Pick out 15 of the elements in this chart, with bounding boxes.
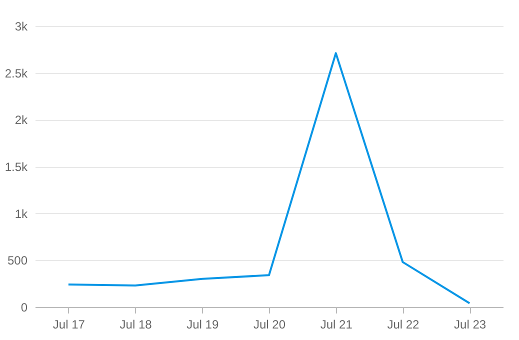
line-series [67, 52, 471, 304]
y-tick-label: 2.5k [4, 66, 28, 80]
x-tick-label: Jul 19 [186, 318, 219, 332]
y-tick-label: 3k [14, 20, 28, 34]
x-tick-label: Jul 20 [253, 318, 286, 332]
x-tick-label: Jul 18 [120, 318, 152, 332]
x-tick-label: Jul 21 [320, 318, 353, 332]
y-tick-label: 1.5k [4, 160, 28, 174]
x-tick-label: Jul 17 [52, 318, 86, 332]
y-tick-label: 500 [7, 254, 28, 268]
y-tick-label: 2k [14, 113, 28, 128]
y-tick-label: 1k [14, 206, 28, 221]
x-tick-label: Jul 22 [387, 318, 420, 332]
x-tick-label: Jul 23 [454, 318, 486, 332]
y-tick-label: 0 [20, 300, 28, 314]
